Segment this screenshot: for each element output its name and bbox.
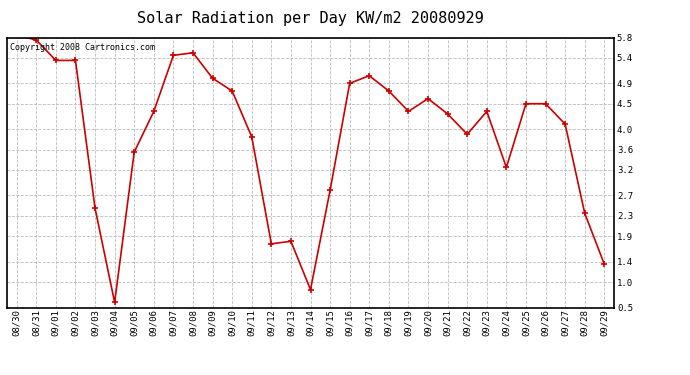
Text: Copyright 2008 Cartronics.com: Copyright 2008 Cartronics.com xyxy=(10,43,155,52)
Text: Solar Radiation per Day KW/m2 20080929: Solar Radiation per Day KW/m2 20080929 xyxy=(137,11,484,26)
